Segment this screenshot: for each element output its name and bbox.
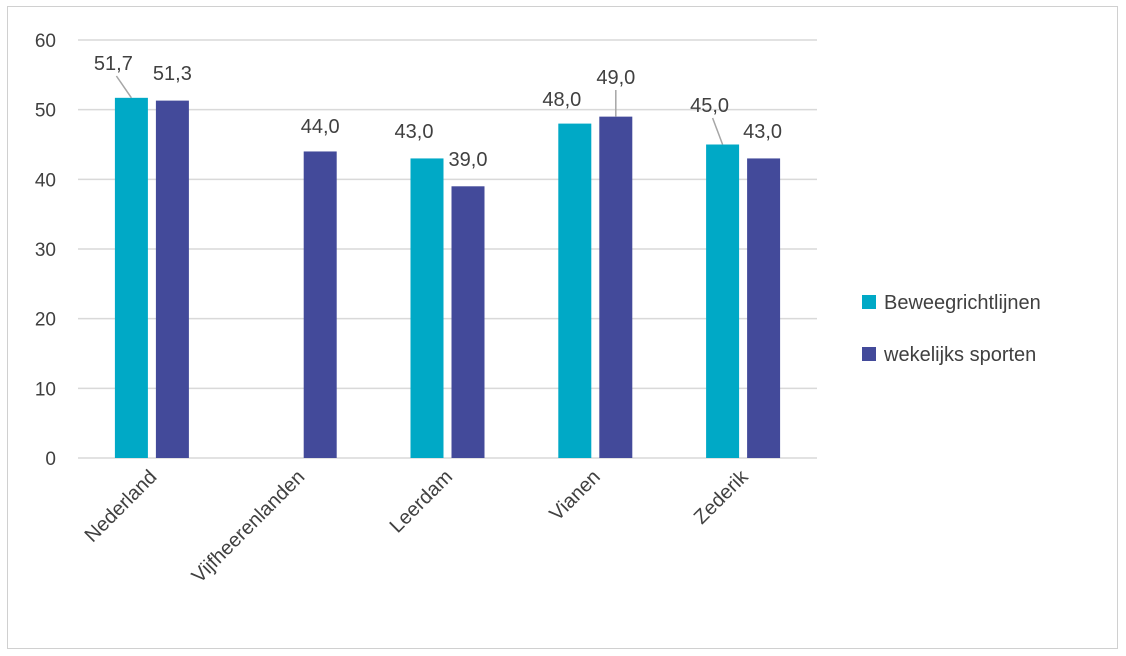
y-tick-label: 30: [35, 240, 56, 261]
bar-0-0: [114, 97, 148, 458]
data-label: 51,7: [94, 53, 133, 75]
bar-0-4: [706, 144, 740, 458]
chart-frame: [7, 6, 1118, 649]
data-label: 43,0: [395, 121, 434, 143]
data-label: 44,0: [301, 116, 340, 138]
data-label: 49,0: [596, 67, 635, 89]
y-tick-label: 10: [35, 379, 56, 400]
data-label: 48,0: [542, 89, 581, 111]
bar-0-2: [410, 158, 444, 458]
legend-label: Beweegrichtlijnen: [884, 292, 1041, 314]
data-label: 43,0: [743, 121, 782, 143]
bar-1-2: [451, 186, 485, 459]
legend-swatch: [862, 347, 876, 361]
x-tick-label: Zederik: [690, 465, 753, 528]
y-tick-label: 60: [35, 31, 56, 52]
data-label: 39,0: [449, 149, 488, 171]
bar-1-0: [155, 100, 189, 459]
bar-1-4: [747, 158, 781, 458]
x-tick-label: Leerdam: [386, 466, 457, 537]
x-tick-label: Nederland: [81, 466, 162, 547]
data-label: 51,3: [153, 63, 192, 85]
y-tick-label: 40: [35, 170, 56, 191]
leader-line: [115, 75, 133, 99]
x-tick-label: Vianen: [545, 466, 604, 525]
data-label: 45,0: [690, 95, 729, 117]
legend-label: wekelijks sporten: [883, 344, 1036, 366]
bar-0-3: [558, 123, 592, 458]
bar-1-1: [303, 151, 337, 458]
legend-swatch: [862, 295, 876, 309]
y-tick-label: 20: [35, 310, 56, 331]
y-tick-label: 0: [45, 449, 56, 470]
x-tick-label: Vijfheerenlanden: [188, 466, 309, 587]
bar-1-3: [599, 116, 633, 458]
leader-line: [711, 117, 724, 145]
y-tick-label: 50: [35, 101, 56, 122]
